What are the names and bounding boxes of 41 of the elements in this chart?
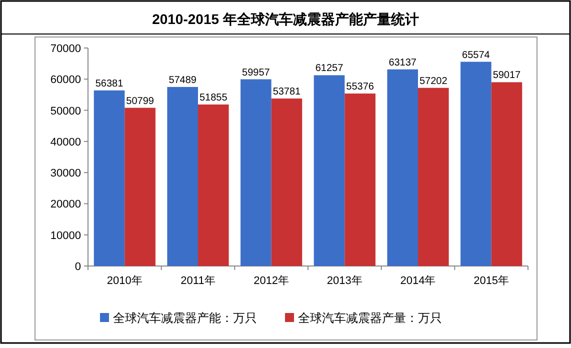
bar <box>240 79 272 266</box>
bar <box>460 62 492 266</box>
bar <box>167 86 198 266</box>
x-tick-label: 2013年 <box>326 275 362 287</box>
legend-label: 全球汽车减震器产量：万只 <box>298 311 442 325</box>
data-label: 65574 <box>462 50 490 61</box>
bar <box>418 88 449 266</box>
y-tick-label: 0 <box>74 261 81 273</box>
x-tick-label: 2015年 <box>474 275 510 287</box>
data-label: 57489 <box>168 74 197 86</box>
data-label: 59017 <box>492 70 522 82</box>
bar <box>314 75 345 266</box>
y-tick-label: 70000 <box>50 43 81 55</box>
data-label: 59957 <box>242 67 270 78</box>
data-label: 53781 <box>272 86 302 98</box>
y-tick-label: 60000 <box>50 74 81 86</box>
bar <box>344 94 376 266</box>
data-label: 55376 <box>346 82 374 93</box>
data-label: 50799 <box>126 96 154 107</box>
data-label: 57202 <box>419 76 448 87</box>
x-tick-label: 2011年 <box>180 275 216 287</box>
bar <box>124 108 156 266</box>
data-label: 61257 <box>315 63 344 74</box>
x-tick-label: 2010年 <box>106 275 142 287</box>
data-label: 51855 <box>199 92 228 104</box>
y-tick-label: 50000 <box>50 105 81 118</box>
data-label: 63137 <box>388 57 417 68</box>
legend-label: 全球汽车减震器产能：万只 <box>113 311 257 325</box>
data-label: 56381 <box>95 78 124 90</box>
bar <box>387 69 418 266</box>
x-tick-label: 2014年 <box>400 275 436 287</box>
x-tick-label: 2012年 <box>254 275 290 287</box>
bar <box>271 98 302 266</box>
bar <box>491 82 522 266</box>
chart-title: 2010-2015 年全球汽车减震器产能产量统计 <box>152 11 419 27</box>
y-tick-label: 20000 <box>50 198 81 211</box>
y-tick-label: 40000 <box>50 136 81 148</box>
bar <box>94 90 125 266</box>
y-tick-label: 10000 <box>50 230 81 242</box>
y-tick-label: 30000 <box>50 168 81 180</box>
bar <box>198 104 229 266</box>
